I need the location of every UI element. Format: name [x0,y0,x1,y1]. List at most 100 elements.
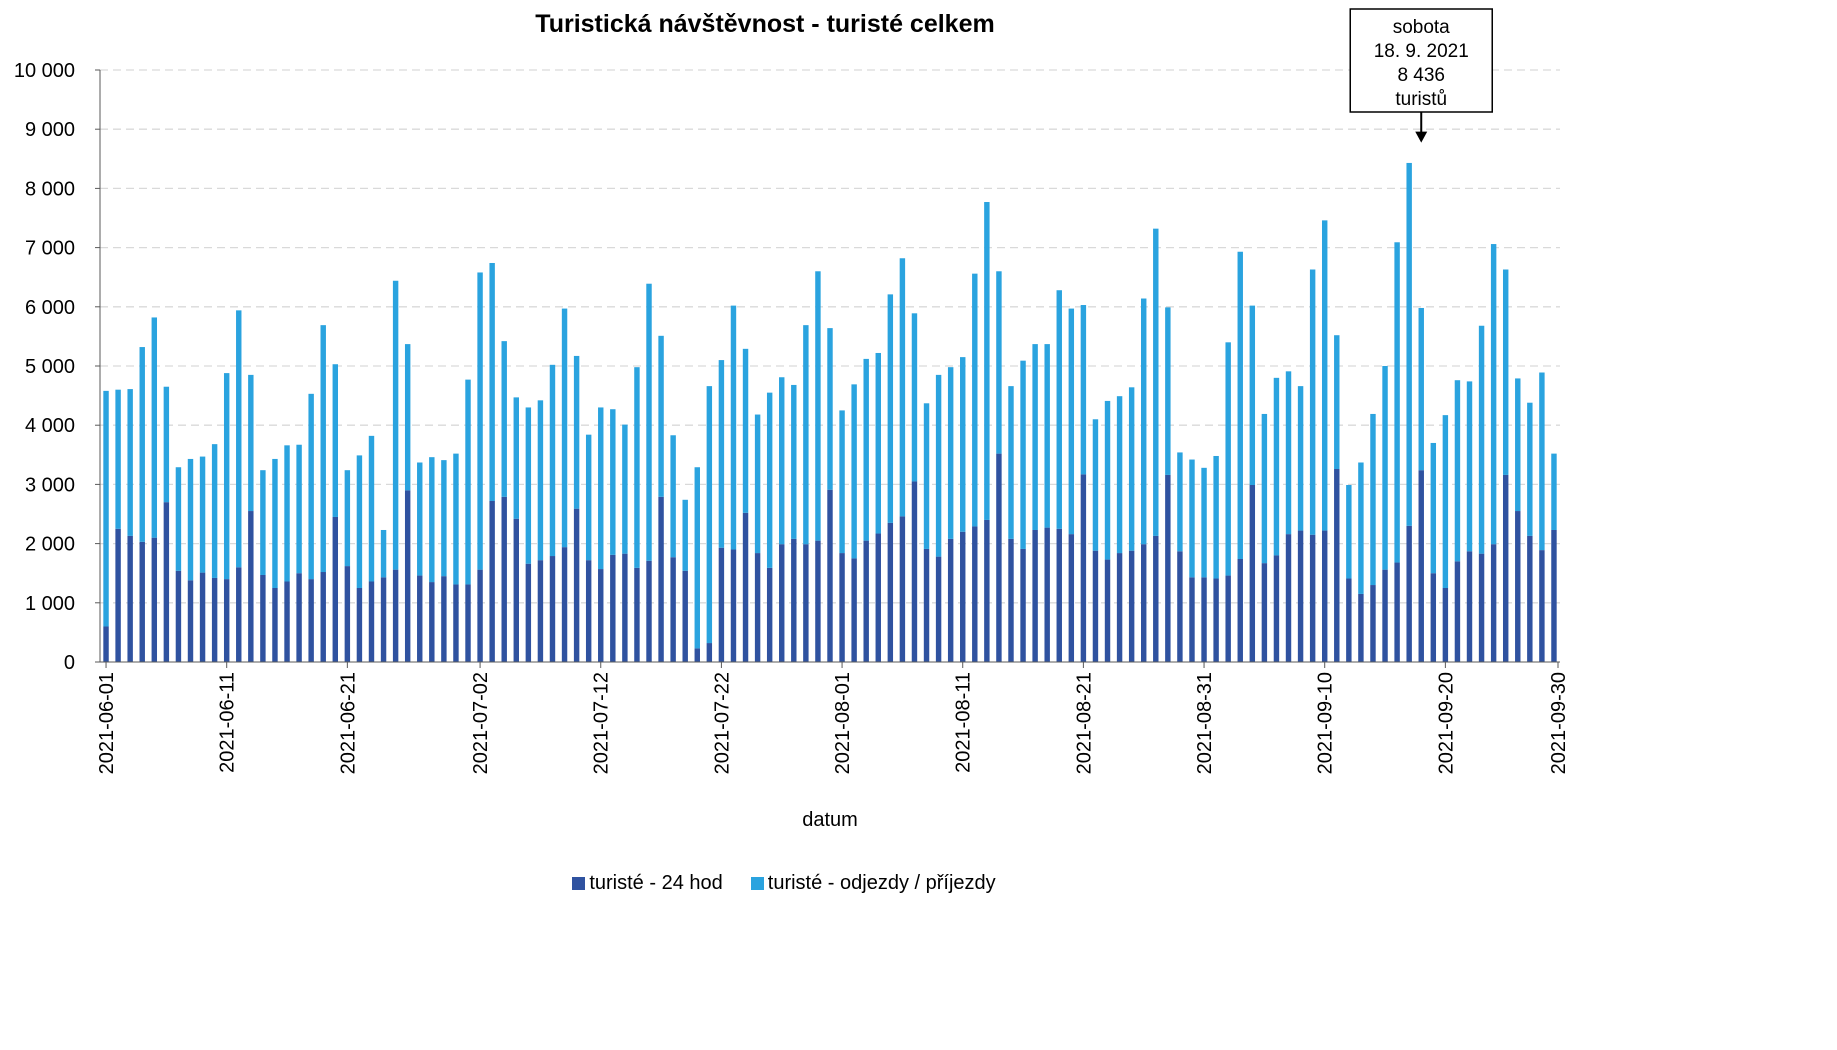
bar-24h [585,560,592,662]
bar-24h [392,569,399,662]
bar-24h [1430,573,1437,662]
bar-transit [1008,386,1014,539]
bar-transit [1406,162,1412,526]
bar-24h [332,516,339,662]
x-tick-label: 2021-08-01 [832,672,854,774]
bar-24h [1177,551,1183,662]
y-tick-label: 0 [64,652,75,674]
bar-transit [622,424,628,554]
bar-transit [1213,455,1219,579]
bar-transit [1297,386,1304,531]
bar-transit [646,283,652,561]
bar-24h [549,556,556,662]
bar-24h [646,560,652,662]
bar-24h [211,577,218,662]
bar-transit [417,462,423,576]
bar-transit [1189,459,1195,578]
bar-transit [1285,371,1292,535]
bar-24h [236,567,242,662]
bar-24h [115,528,121,662]
y-tick-label: 8 000 [25,178,75,200]
bar-24h [1008,538,1014,662]
bar-transit [1466,381,1473,552]
bar-24h [1527,535,1533,662]
bar-24h [1128,550,1135,662]
axes [99,70,1560,663]
bar-transit [549,364,556,557]
bar-24h [706,643,713,662]
x-tick-label: 2021-09-20 [1435,672,1457,774]
bar-24h [1370,585,1376,662]
bar-transit [465,379,471,585]
bar-transit [163,386,170,503]
bar-transit [453,453,459,585]
bar-transit [199,456,206,573]
bar-transit [320,325,326,573]
bar-transit [996,271,1002,454]
bar-transit [670,435,676,558]
bar-24h [754,553,761,662]
x-tick-label: 2021-09-10 [1315,672,1337,774]
bar-24h [453,584,459,662]
bar-24h [598,569,604,662]
bar-transit [1539,372,1545,551]
bar-24h [622,553,628,662]
bar-transit [1020,360,1026,549]
bar-transit [851,384,857,559]
bar-transit [561,308,568,548]
bar-transit [585,434,592,561]
x-tick-label: 2021-08-11 [953,672,975,773]
bar-24h [368,581,375,662]
bar-transit [972,273,978,527]
bar-24h [1418,470,1424,662]
bar-transit [598,407,604,570]
bar-24h [248,511,254,662]
legend-item-24h: turisté - 24 hod [572,870,723,896]
bar-transit [429,457,435,583]
bar-transit [1490,244,1497,545]
bar-24h [1454,561,1461,662]
bar-24h [1104,559,1111,662]
bars [103,162,1557,662]
bar-24h [537,560,544,662]
bar-24h [1539,550,1545,662]
bar-transit [332,364,339,517]
bar-24h [1020,548,1026,662]
y-tick-label: 9 000 [25,119,75,141]
bar-24h [827,489,833,662]
bar-24h [1189,577,1195,662]
bar-transit [911,313,918,482]
bar-24h [417,575,423,662]
y-tick-label: 7 000 [25,238,75,260]
bar-24h [429,582,435,662]
bar-transit [248,374,254,512]
bar-transit [960,357,966,532]
bar-transit [1201,467,1207,578]
bar-transit [803,325,809,545]
bar-24h [875,533,881,662]
bar-24h [308,579,314,662]
x-tick-label: 2021-06-11 [217,672,239,773]
bar-transit [573,355,580,509]
bar-24h [344,566,351,662]
bar-transit [1068,308,1075,535]
bar-24h [284,581,290,662]
bar-transit [923,403,930,549]
bar-transit [296,444,302,574]
bar-transit [887,294,894,523]
bar-transit [127,389,133,536]
bar-24h [1466,551,1473,662]
bar-transit [658,335,664,497]
bar-transit [694,467,700,649]
bar-transit [682,499,688,571]
bar-24h [1261,563,1268,662]
bar-24h [1225,575,1231,662]
callout-box [1349,8,1493,113]
legend-label-24h: turisté - 24 hod [589,872,723,894]
legend-swatch-transit [750,876,764,890]
bar-24h [1068,534,1075,662]
bar-transit [1225,342,1231,576]
bar-transit [1128,387,1135,551]
bar-24h [947,538,954,662]
bar-24h [1502,474,1509,662]
